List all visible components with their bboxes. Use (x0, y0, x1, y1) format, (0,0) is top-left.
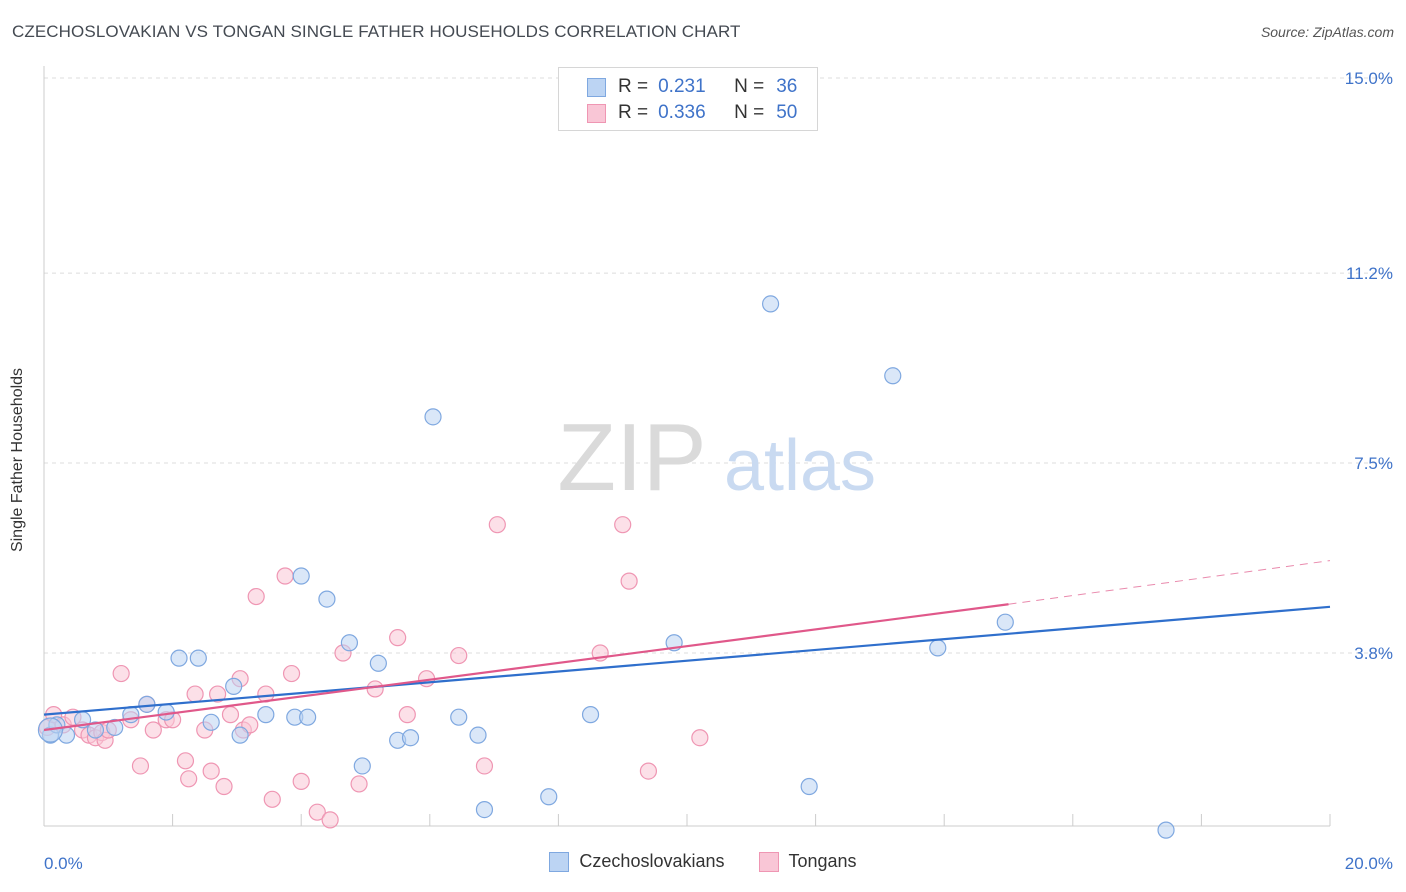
tongans-point (176, 752, 195, 770)
r-value: 0.231 (658, 76, 706, 97)
x-tick-label: 20.0% (1345, 854, 1393, 873)
tongans-point (282, 664, 301, 683)
y-tick-label: 11.2% (1346, 264, 1393, 283)
czechoslovakians-point (299, 708, 317, 726)
tongans-trend-line (43, 603, 1009, 732)
legend-item-tongans[interactable]: Tongans (758, 851, 857, 872)
tongans-point (620, 572, 638, 590)
tongans-point (614, 516, 632, 534)
r-value: 0.336 (658, 102, 706, 123)
tongans-point (308, 803, 326, 821)
pink-swatch (587, 103, 606, 123)
czechoslovakians-point (761, 295, 780, 313)
czechoslovakians-point (475, 800, 494, 819)
watermark: ZIP atlas (557, 404, 876, 511)
watermark-atlas: atlas (724, 426, 876, 506)
tongans-point (292, 772, 310, 790)
n-label: N = (734, 76, 765, 97)
n-value: 50 (776, 102, 798, 123)
tongans-point (321, 811, 339, 829)
czechoslovakians-point (292, 567, 310, 585)
tongans-points (38, 516, 709, 829)
czechoslovakians-point (800, 777, 818, 796)
tongans-point (215, 777, 233, 796)
czechoslovakians-point (1157, 821, 1175, 839)
czechoslovakians-point (86, 721, 105, 739)
tongans-point (350, 775, 368, 793)
czechoslovakians-point (257, 706, 275, 724)
source-label: Source: ZipAtlas.com (1260, 24, 1394, 40)
tongans-point (398, 706, 416, 724)
tongans-point (450, 646, 468, 665)
tongans-point (488, 516, 506, 534)
tongans-trend-extension (1008, 560, 1331, 605)
tongans-point (131, 757, 150, 775)
czechoslovakians-point (469, 726, 487, 744)
czechoslovakians-point (929, 639, 947, 657)
n-label: N = (734, 102, 765, 123)
tongans-point (112, 664, 130, 683)
legend-row-czechoslovakians: R = 0.231 N = 36 (587, 75, 797, 99)
legend-item-czechoslovakians[interactable]: Czechoslovakians (549, 851, 725, 872)
blue-swatch (549, 851, 570, 872)
czechoslovakians-point (369, 654, 387, 672)
legend-row-tongans: R = 0.336 N = 50 (587, 101, 797, 125)
y-tick-label: 3.8% (1354, 644, 1393, 663)
r-label: R = (618, 102, 649, 123)
czechoslovakians-point (231, 726, 249, 744)
czechoslovakians-point (340, 634, 359, 652)
czechoslovakians-point (138, 695, 156, 713)
czechoslovakians-point (353, 757, 371, 775)
tongans-point (180, 770, 198, 788)
n-value: 36 (776, 76, 798, 97)
watermark-zip: ZIP (557, 404, 706, 511)
tongans-point (691, 729, 709, 747)
blue-swatch (587, 77, 606, 97)
tongans-point (389, 629, 407, 647)
series-legend: Czechoslovakians Tongans (0, 851, 1406, 872)
y-tick-label: 7.5% (1354, 454, 1393, 473)
tongans-point (186, 685, 204, 703)
trend-lines (43, 560, 1331, 732)
czechoslovakians-point (424, 408, 442, 426)
czechoslovakians-point (884, 367, 902, 385)
r-label: R = (618, 76, 649, 97)
czechoslovakians-point (202, 713, 220, 731)
pink-swatch (758, 851, 779, 872)
tongans-point (366, 680, 384, 698)
tongans-point (144, 721, 162, 739)
czechoslovakians-point (170, 649, 188, 667)
czechoslovakians-point (157, 703, 175, 721)
chart-title: CZECHOSLOVAKIAN VS TONGAN SINGLE FATHER … (12, 22, 741, 41)
czechoslovakians-point (996, 613, 1014, 631)
czechoslovakians-trend-line (43, 605, 1331, 716)
czechoslovakians-point (450, 708, 468, 726)
czechoslovakians-point (225, 677, 243, 695)
tongans-point (209, 685, 227, 703)
tongans-point (202, 762, 220, 780)
tick-labels: 3.8% 7.5% 11.2% 15.0% 0.0% 20.0% (44, 69, 1393, 873)
czechoslovakians-point (581, 706, 600, 724)
x-tick-label: 0.0% (44, 854, 83, 873)
tongans-point (475, 757, 494, 775)
legend-label: Czechoslovakians (579, 851, 725, 871)
czechoslovakians-points (37, 295, 1175, 839)
czechoslovakians-point (401, 729, 420, 747)
y-tick-label: 15.0% (1345, 69, 1393, 88)
czechoslovakians-point (318, 590, 336, 608)
tongans-point (247, 587, 265, 606)
correlation-legend: R = 0.231 N = 36 R = 0.336 N = 50 (558, 67, 818, 131)
axes (43, 66, 1331, 827)
czechoslovakians-point (189, 649, 207, 667)
tongans-point (263, 790, 281, 808)
czechoslovakians-point (106, 718, 124, 737)
tongans-point (276, 567, 294, 585)
czechoslovakians-point (540, 788, 558, 806)
legend-label: Tongans (788, 851, 857, 871)
tongans-point (221, 706, 240, 724)
tongans-point (639, 762, 658, 780)
grid-lines (44, 77, 1395, 654)
